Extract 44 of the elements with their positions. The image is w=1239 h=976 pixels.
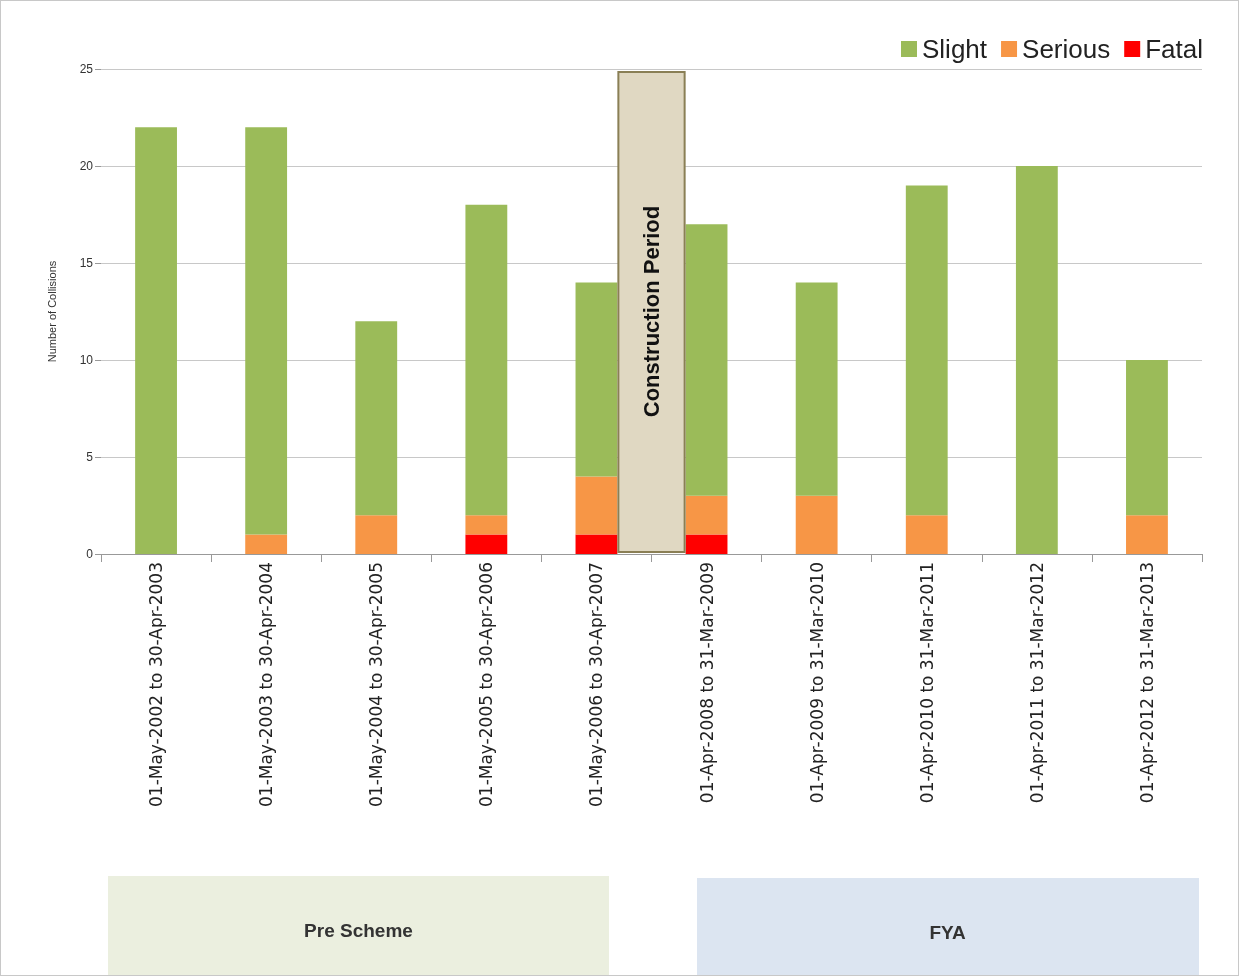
bar xyxy=(1126,515,1168,554)
band-label: Construction Period xyxy=(639,205,664,418)
bar xyxy=(1015,166,1058,554)
y-tick-label: 20 xyxy=(79,159,94,173)
bar xyxy=(575,534,618,554)
bar xyxy=(135,127,177,554)
x-tick-label: 01-Apr-2010 to 31-Mar-2011 xyxy=(916,562,937,804)
y-tick-label: 0 xyxy=(86,547,94,561)
bar xyxy=(685,224,728,496)
legend-label: Fatal xyxy=(1145,34,1204,64)
legend-label: Slight xyxy=(922,34,988,64)
y-axis-title: Number of Collisions xyxy=(45,260,58,363)
bar xyxy=(795,495,838,554)
legend-label: Serious xyxy=(1022,34,1111,64)
x-tick-label: 01-Apr-2008 to 31-Mar-2009 xyxy=(696,562,717,804)
text: Pre Scheme xyxy=(304,920,413,942)
x-tick-label: 01-May-2003 to 30-Apr-2004 xyxy=(256,562,277,807)
bar xyxy=(1126,360,1168,516)
x-tick-label: 01-May-2004 to 30-Apr-2005 xyxy=(366,562,387,807)
bar xyxy=(905,185,948,516)
y-tick-label: 25 xyxy=(79,62,94,76)
y-tick-label: 15 xyxy=(79,256,94,270)
bar xyxy=(575,282,618,477)
x-tick-label: 01-May-2002 to 30-Apr-2003 xyxy=(146,562,167,807)
bar xyxy=(465,204,508,516)
bar xyxy=(465,534,508,554)
x-tick-label: 01-Apr-2009 to 31-Mar-2010 xyxy=(806,562,827,804)
x-tick-label: 01-May-2006 to 30-Apr-2007 xyxy=(586,562,607,807)
bar xyxy=(355,515,398,554)
x-tick-label: 01-Apr-2011 to 31-Mar-2012 xyxy=(1026,562,1047,804)
bar xyxy=(575,476,618,535)
bar xyxy=(245,534,288,554)
y-tick-label: 10 xyxy=(79,353,94,367)
bar xyxy=(465,515,508,535)
bar xyxy=(795,282,838,496)
bar xyxy=(685,495,728,535)
text: FYA xyxy=(929,922,966,944)
x-tick-label: 01-Apr-2012 to 31-Mar-2013 xyxy=(1136,562,1157,804)
y-tick-label: 5 xyxy=(86,450,94,464)
bar xyxy=(245,127,288,535)
bar xyxy=(355,321,398,516)
bar xyxy=(905,515,948,554)
bar xyxy=(685,534,728,554)
x-tick-label: 01-May-2005 to 30-Apr-2006 xyxy=(476,562,497,807)
